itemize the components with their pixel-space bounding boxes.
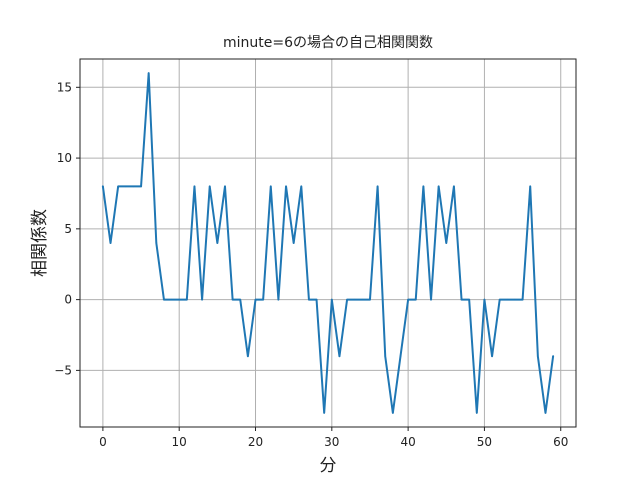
data-point xyxy=(208,185,211,188)
y-tick-label: −5 xyxy=(54,363,72,377)
x-tick-label: 50 xyxy=(477,435,492,449)
data-point xyxy=(537,355,539,358)
data-point xyxy=(323,412,325,414)
data-point xyxy=(422,185,425,188)
data-point xyxy=(216,242,219,244)
data-point xyxy=(285,185,287,188)
data-point xyxy=(369,298,371,301)
x-axis-label: 分 xyxy=(320,456,337,476)
data-point xyxy=(353,298,356,301)
data-point xyxy=(292,242,295,244)
y-tick-label: 5 xyxy=(64,222,72,236)
y-tick-label: 15 xyxy=(57,80,72,94)
grid-lines xyxy=(80,59,576,427)
data-point xyxy=(269,185,272,188)
axis-ticks: 0 10 20 30 40 50 60 −5 0 5 10 15 xyxy=(54,80,568,449)
data-point xyxy=(201,298,203,301)
data-point xyxy=(262,298,264,301)
data-point xyxy=(552,355,554,358)
chart-title: minute=6の場合の自己相関関数 xyxy=(223,35,433,51)
data-point xyxy=(453,185,455,188)
y-tick-label: 0 xyxy=(64,293,72,307)
y-tick-label: 10 xyxy=(57,151,72,165)
data-point xyxy=(109,242,112,244)
data-point xyxy=(315,298,318,301)
data-point xyxy=(498,298,501,301)
data-point xyxy=(506,298,509,301)
data-point xyxy=(521,298,524,301)
data-point xyxy=(308,298,310,301)
data-point xyxy=(117,185,119,188)
series-layer xyxy=(101,72,555,414)
data-point xyxy=(178,298,180,301)
x-tick-label: 20 xyxy=(248,435,263,449)
data-point xyxy=(491,355,493,358)
data-point xyxy=(414,298,417,301)
data-point xyxy=(529,185,532,188)
data-point xyxy=(392,412,394,414)
data-point xyxy=(445,242,448,244)
data-point xyxy=(483,298,486,301)
x-tick-label: 10 xyxy=(172,435,187,449)
data-point xyxy=(476,412,478,414)
data-point xyxy=(124,185,127,188)
data-point xyxy=(361,298,364,301)
data-point xyxy=(231,298,234,301)
data-point xyxy=(468,298,470,301)
data-point xyxy=(170,298,173,301)
series-line xyxy=(101,72,555,414)
x-tick-label: 30 xyxy=(324,435,339,449)
y-axis-label: 相関係数 xyxy=(30,209,50,277)
x-tick-label: 0 xyxy=(99,435,107,449)
data-point xyxy=(338,355,341,358)
data-point xyxy=(163,298,165,301)
data-point xyxy=(437,185,440,188)
x-tick-label: 60 xyxy=(553,435,568,449)
data-point xyxy=(155,242,158,244)
data-point xyxy=(300,185,303,188)
data-point xyxy=(384,355,387,358)
data-point xyxy=(399,355,402,358)
data-point xyxy=(140,185,142,188)
data-point xyxy=(193,185,196,188)
data-point xyxy=(331,298,333,301)
data-point xyxy=(186,298,188,301)
data-point xyxy=(544,412,547,414)
data-point xyxy=(277,298,280,301)
data-point xyxy=(224,185,226,188)
data-point xyxy=(102,185,104,188)
data-point xyxy=(247,355,249,358)
x-tick-label: 40 xyxy=(400,435,415,449)
data-point xyxy=(147,72,150,74)
data-point xyxy=(430,298,432,301)
data-point xyxy=(239,298,242,301)
plot-frame xyxy=(79,58,577,428)
data-point xyxy=(254,298,257,301)
data-point xyxy=(514,298,516,301)
data-point xyxy=(376,185,379,188)
data-point xyxy=(407,298,409,301)
data-point xyxy=(460,298,463,301)
data-point xyxy=(346,298,348,301)
data-point xyxy=(132,185,135,188)
